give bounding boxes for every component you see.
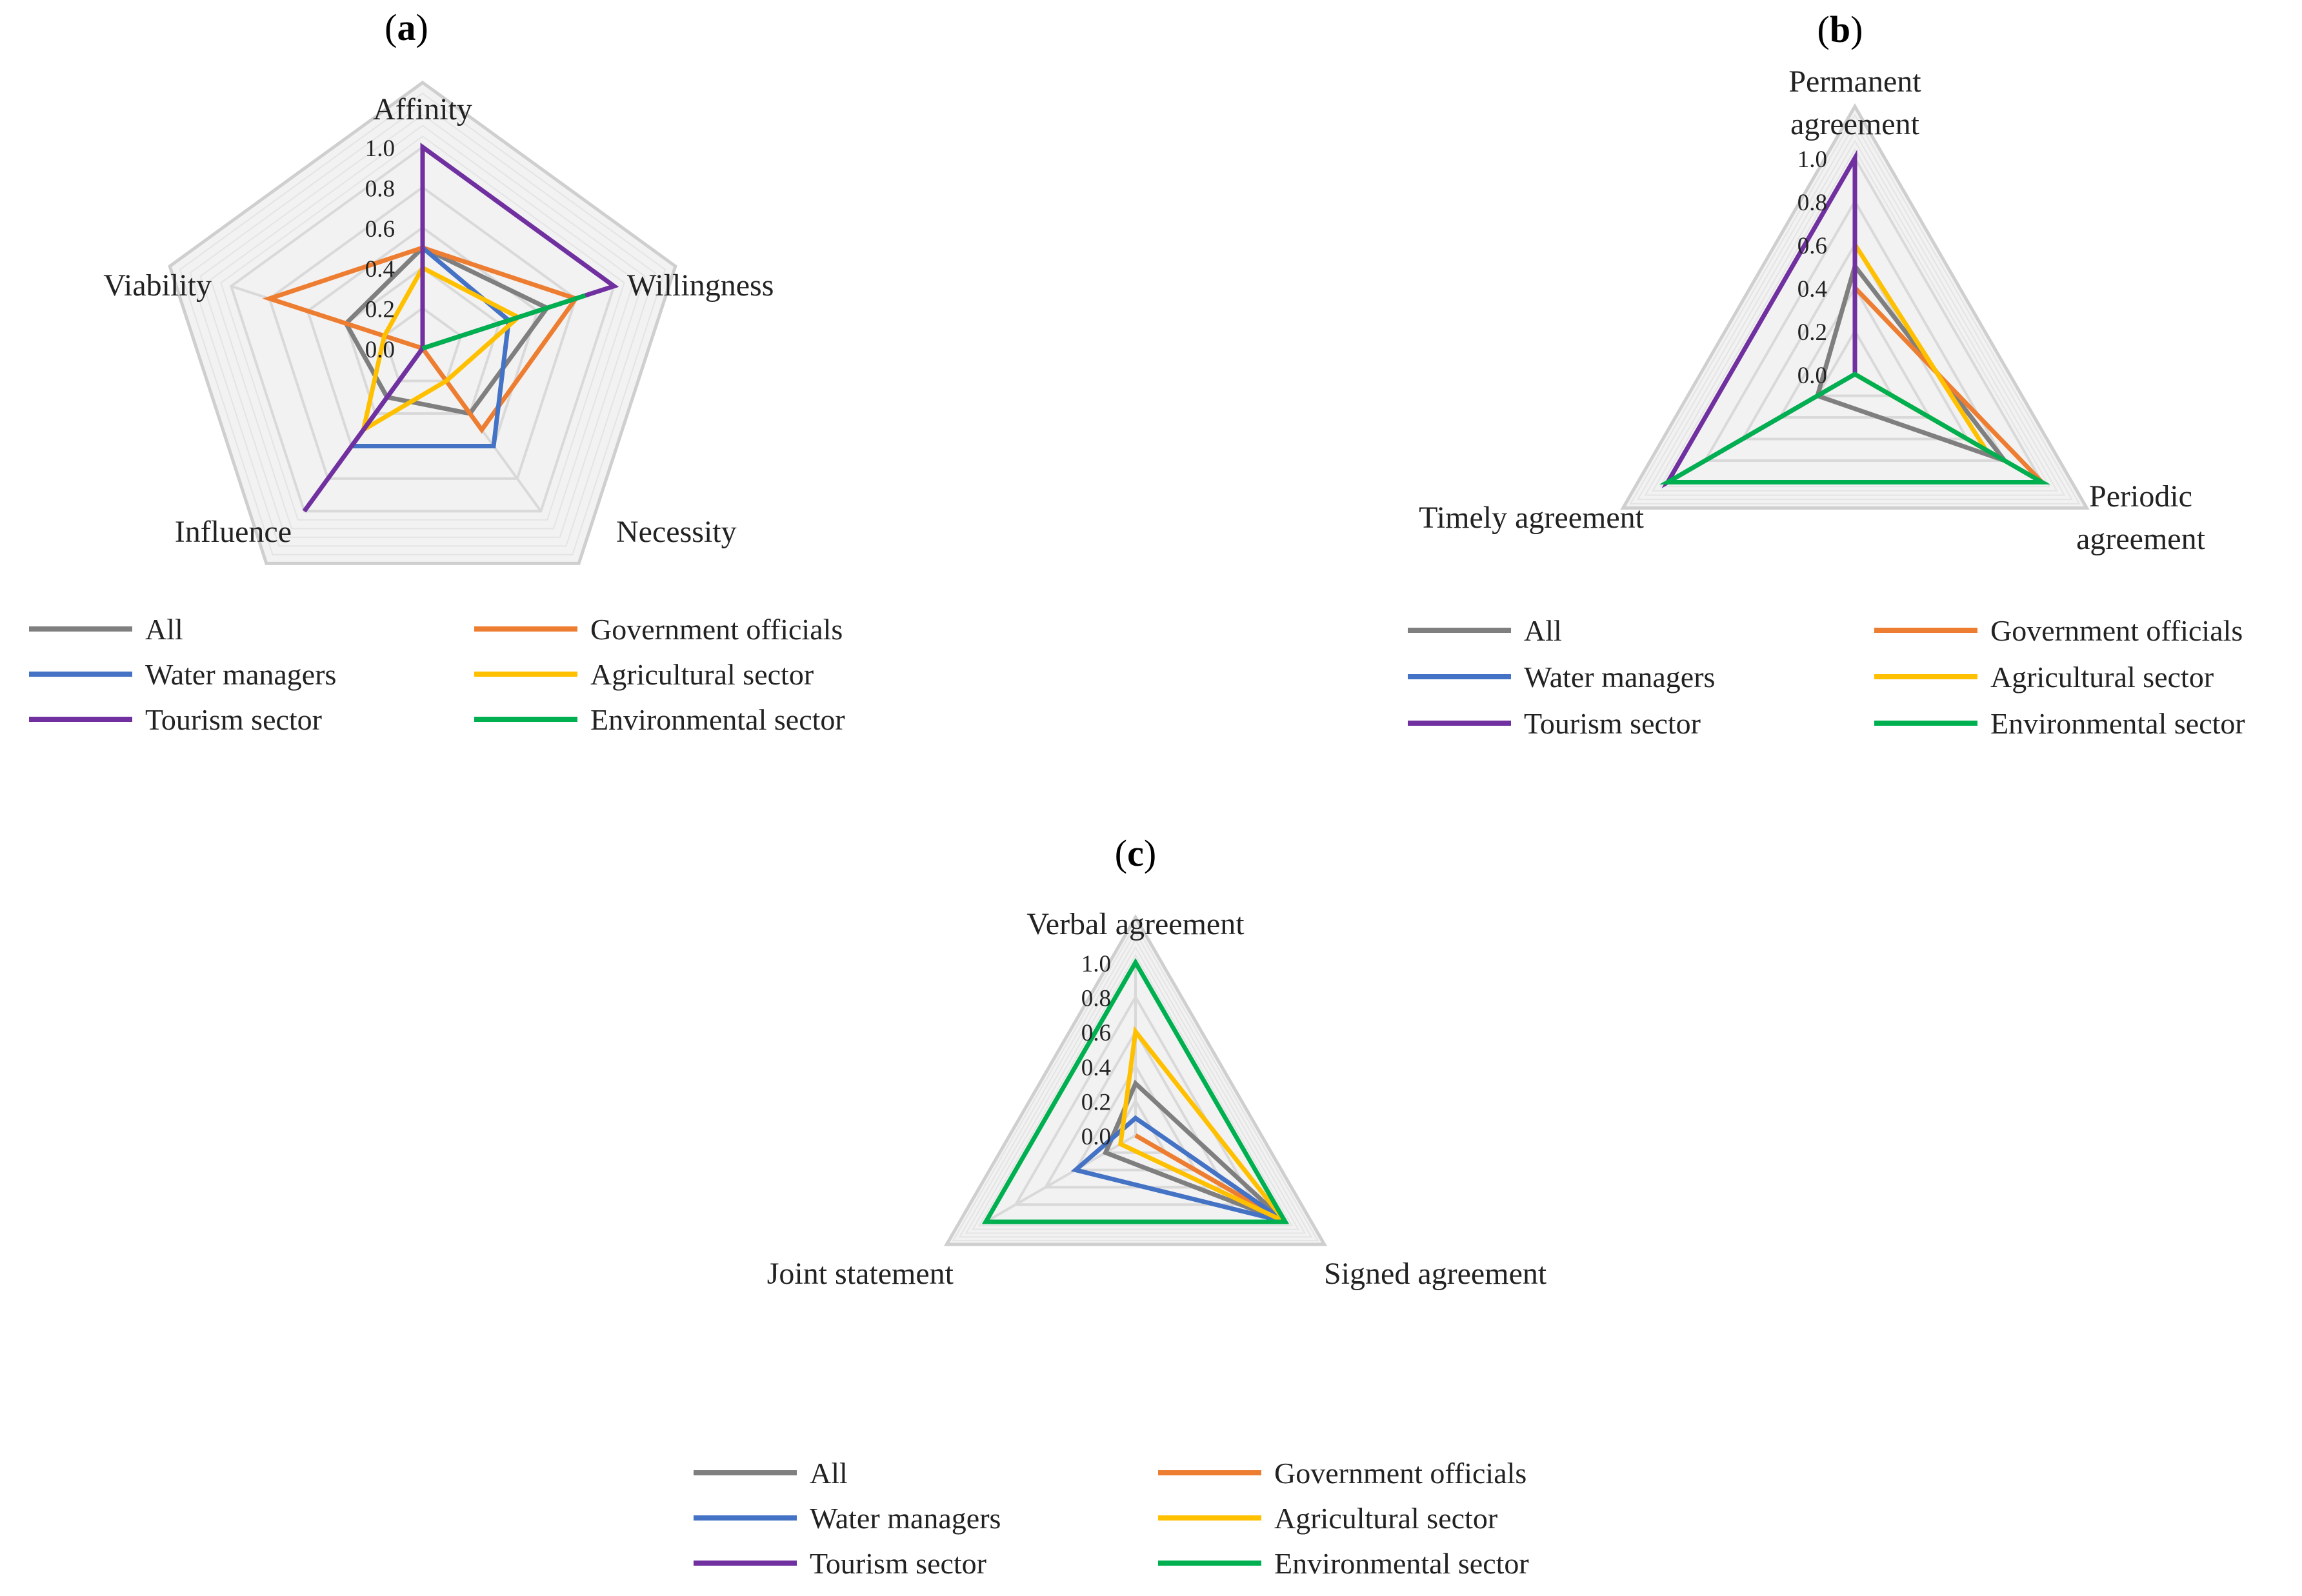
grid-band-ring (220, 135, 625, 521)
legend-label: Water managers (1524, 661, 1715, 693)
panel-b: (b) 0.0 0.2 0.4 0.6 0.8 1.0 Permanent agreement P… (1408, 8, 2245, 740)
legend-label: Environmental sector (1990, 707, 2245, 740)
tick-label: 0.0 (1081, 1124, 1111, 1150)
grid-ring (1043, 1029, 1228, 1189)
tick-label: 0.4 (1081, 1055, 1111, 1081)
grid-band-ring (210, 125, 636, 530)
series-tourism-sector (302, 143, 619, 513)
tick-label: 0.0 (1797, 363, 1827, 389)
tick-label: 0.8 (1081, 986, 1111, 1012)
series-government-officials (262, 245, 579, 434)
axis-label-affinity: Affinity (373, 92, 472, 126)
legend-label: Tourism sector (145, 703, 322, 736)
grid-ring (1815, 328, 1895, 397)
axis-label-verbal-agreement: Verbal agreement (1026, 907, 1245, 941)
tick-label: 0.0 (365, 337, 395, 363)
series-water-managers (1070, 1115, 1287, 1224)
panel-title-letter: b (1830, 8, 1850, 50)
series-all (1102, 1079, 1287, 1224)
grid-band-ring (958, 931, 1313, 1238)
grid-spoke (985, 1134, 1136, 1223)
legend-label: Government officials (1990, 614, 2243, 647)
legend-label: All (1524, 614, 1562, 647)
legend-label: Environmental sector (1274, 1547, 1529, 1580)
panel-c: (c) 0.0 0.2 0.4 0.6 0.8 1.0 Verbal agreement Sig… (694, 832, 1547, 1580)
grid-band-ring (1629, 114, 2081, 504)
grid-band-ring (971, 946, 1300, 1230)
axis-label-timely-agreement: Timely agreement (1419, 501, 1644, 535)
legend-label: Tourism sector (1524, 707, 1701, 740)
grid-ring (383, 306, 463, 383)
grid-band-ring (965, 938, 1306, 1234)
tick-label: 0.2 (1081, 1089, 1111, 1115)
grid-ring (344, 266, 501, 415)
tick-label: 0.6 (1081, 1020, 1111, 1046)
legend-label: Environmental sector (590, 703, 845, 736)
tick-label: 0.4 (1797, 276, 1827, 303)
legend-label: Government officials (1274, 1457, 1526, 1490)
panel-title-a: (a) (385, 6, 428, 48)
series-agricultural-sector (360, 264, 523, 435)
tick-label: 0.2 (1797, 319, 1827, 346)
series-agricultural-sector (1117, 1026, 1287, 1224)
grid-band-ring (952, 923, 1319, 1242)
legend-label: All (145, 613, 183, 646)
grid-band-ring (1652, 139, 2058, 492)
grid-band-ring (1636, 122, 2074, 501)
axis-label-joint-statement: Joint statement (767, 1257, 954, 1291)
grid-band-ring (179, 92, 666, 555)
legend-label: All (810, 1457, 848, 1490)
axis-label-signed-agreement: Signed agreement (1324, 1257, 1547, 1291)
legend-label: Water managers (145, 658, 336, 691)
axis-label-influence: Influence (175, 515, 292, 549)
panel-title-c: (c) (1115, 832, 1156, 874)
axis-label-willingness: Willingness (627, 268, 774, 303)
axis-label-viability: Viability (103, 268, 212, 303)
tick-label: 0.6 (365, 216, 395, 243)
tick-label: 0.8 (365, 175, 395, 202)
tick-label: 1.0 (1797, 146, 1827, 173)
grid-band-ring (978, 953, 1293, 1226)
grid-band-ring (199, 114, 646, 538)
axis-label-periodic-agreement: Periodic agreement (2076, 479, 2206, 556)
legend-label: Agricultural sector (1274, 1502, 1497, 1535)
grid-band-ring (1644, 130, 2066, 496)
grid-ring (1013, 994, 1258, 1206)
legend-label: Tourism sector (810, 1547, 986, 1580)
tick-label: 0.2 (365, 297, 395, 323)
grid-ring (1777, 284, 1932, 419)
panel-a: (a) 0.0 0.2 0.4 0.6 0.8 1.0 Affinity Willingness… (29, 6, 845, 736)
legend-label: Water managers (810, 1502, 1001, 1535)
grid-band-ring (189, 103, 656, 547)
series-environmental-sector (421, 293, 586, 351)
tick-label: 0.8 (1797, 190, 1827, 216)
legend-label: Agricultural sector (1990, 661, 2214, 693)
tick-label: 0.4 (365, 256, 395, 283)
grid-ring (1703, 198, 2007, 462)
axis-label-necessity: Necessity (616, 515, 737, 549)
panel-title-letter: c (1127, 832, 1144, 874)
tick-label: 1.0 (365, 135, 395, 162)
axis-label-permanent-agreement: Permanent agreement (1788, 65, 1921, 141)
grid-ring (268, 185, 577, 480)
legend-label: Government officials (590, 613, 843, 646)
tick-label: 0.6 (1797, 233, 1827, 259)
grid-ring (1073, 1063, 1198, 1172)
grid-band-ring (1659, 148, 2051, 488)
legend-label: Agricultural sector (590, 658, 814, 691)
panel-title-b: (b) (1817, 8, 1863, 50)
panel-title-letter: a (397, 6, 416, 48)
series-all (343, 244, 551, 416)
series-environmental-sector (1659, 371, 2051, 484)
tick-label: 1.0 (1081, 951, 1111, 977)
series-environmental-sector (981, 958, 1290, 1224)
